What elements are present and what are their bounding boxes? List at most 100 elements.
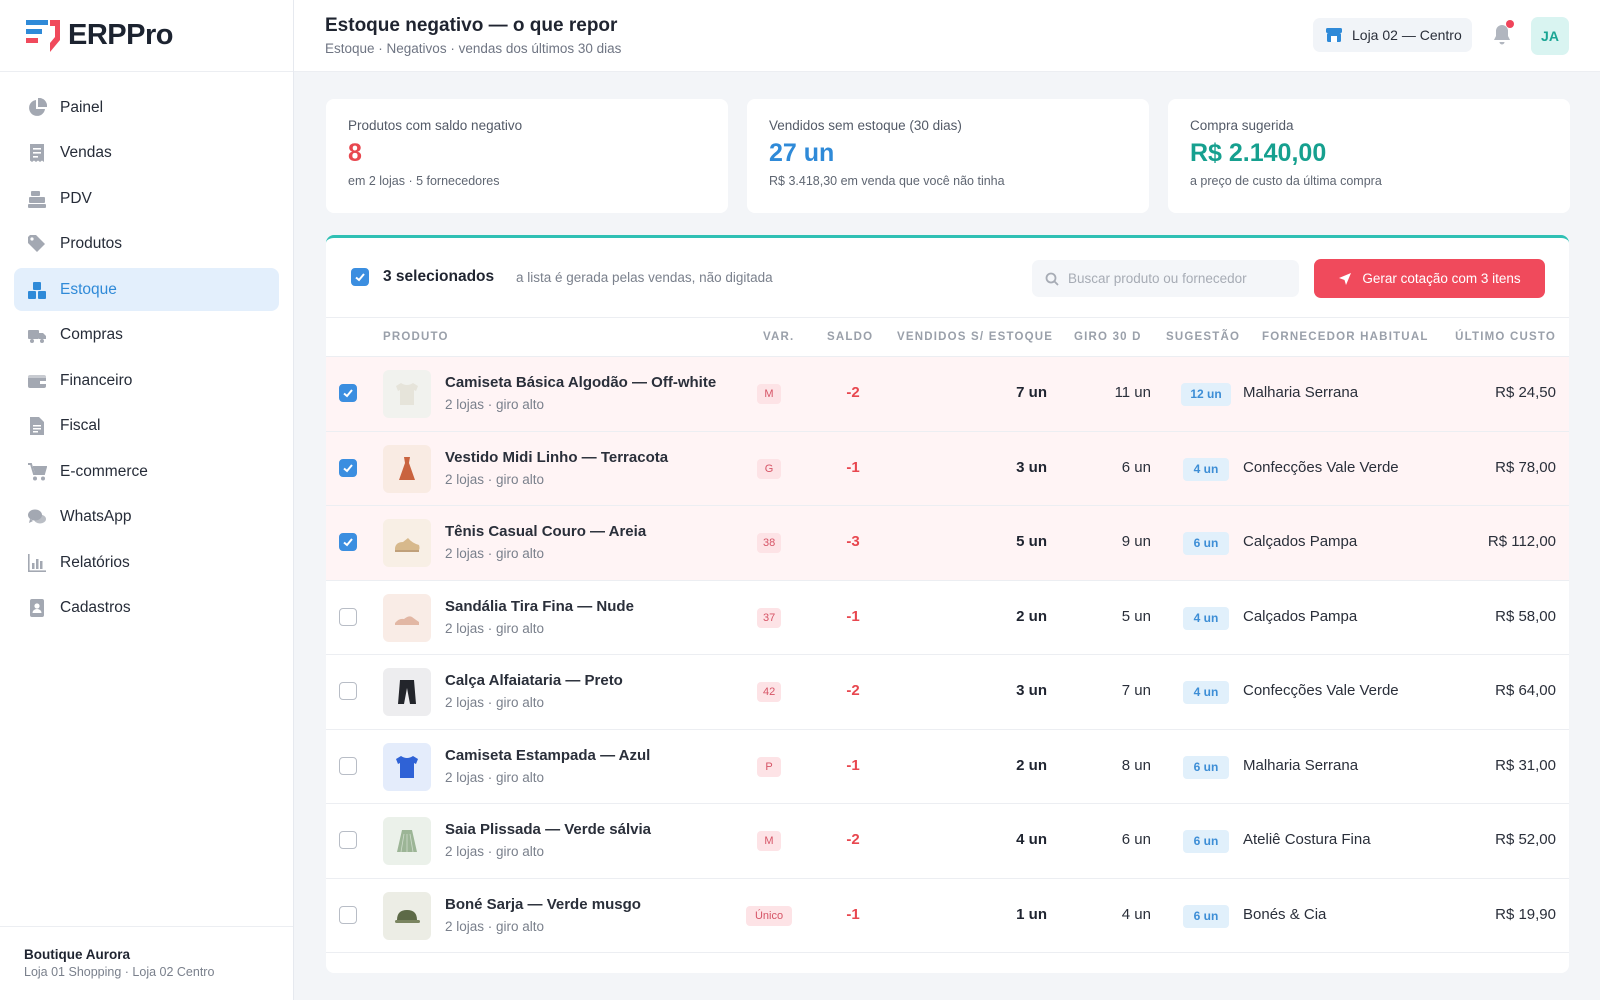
kpi-card-negative-products: Produtos com saldo negativo 8 em 2 lojas… — [326, 99, 728, 213]
col-header-fornecedor[interactable]: FORNECEDOR HABITUAL — [1262, 331, 1429, 343]
saldo-value: -1 — [846, 905, 860, 923]
table-row[interactable]: Vestido Midi Linho — Terracota 2 lojas ·… — [326, 431, 1569, 506]
table-row[interactable]: Tênis Casual Couro — Areia 2 lojas · gir… — [326, 506, 1569, 581]
row-checkbox[interactable] — [339, 607, 357, 626]
supplier-name: Malharia Serrana — [1243, 384, 1359, 401]
product-subtitle: 2 lojas · giro alto — [445, 769, 545, 785]
check-icon — [343, 538, 353, 547]
suggestion-badge[interactable]: 12 un — [1181, 383, 1231, 406]
store-selector[interactable]: Loja 02 — Centro — [1313, 18, 1472, 52]
sidebar-item-financeiro[interactable]: Financeiro — [14, 359, 279, 402]
breadcrumb: Estoque · Negativos · vendas dos últimos… — [325, 41, 622, 56]
last-cost-value: R$ 52,00 — [1495, 831, 1556, 848]
last-cost-value: R$ 78,00 — [1495, 458, 1556, 476]
table-row[interactable]: Boné Sarja — Verde musgo 2 lojas · giro … — [326, 879, 1569, 953]
suggestion-badge[interactable]: 4 un — [1183, 681, 1229, 704]
sandal-icon — [395, 615, 419, 625]
pie-chart-icon — [26, 97, 48, 119]
kpi-subtitle: R$ 3.418,30 em venda que você não tinha — [769, 174, 1005, 188]
product-name[interactable]: Sandália Tira Fina — Nude — [445, 597, 634, 615]
kpi-label: Vendidos sem estoque (30 dias) — [769, 118, 962, 133]
col-header-sugestao[interactable]: SUGESTÃO — [1166, 331, 1241, 343]
logo[interactable]: ERPPro — [0, 0, 293, 72]
product-thumbnail — [383, 370, 431, 418]
suggestion-badge[interactable]: 4 un — [1183, 606, 1229, 630]
product-name[interactable]: Saia Plissada — Verde sálvia — [445, 821, 651, 838]
row-checkbox[interactable] — [339, 682, 357, 700]
suggestion-badge[interactable]: 6 un — [1183, 904, 1229, 928]
product-name[interactable]: Camiseta Básica Algodão — Off-white — [445, 374, 717, 391]
suggestion-badge[interactable]: 4 un — [1183, 457, 1229, 481]
search-box[interactable] — [1032, 260, 1299, 297]
notifications-button[interactable] — [1492, 20, 1514, 46]
product-name[interactable]: Calça Alfaiataria — Preto — [445, 672, 623, 689]
product-subtitle: 2 lojas · giro alto — [445, 918, 545, 934]
vendidos-value: 4 un — [1016, 831, 1047, 848]
col-header-vendidos[interactable]: VENDIDOS S/ ESTOQUE — [897, 331, 1054, 343]
vendidos-value: 1 un — [1016, 905, 1047, 923]
col-header-var[interactable]: VAR. — [763, 331, 795, 343]
col-header-produto[interactable]: PRODUTO — [383, 331, 449, 343]
negative-stock-table-panel: 3 selecionados a lista é gerada pelas ve… — [326, 235, 1569, 973]
sidebar-item-cadastros[interactable]: Cadastros — [14, 587, 279, 630]
suggestion-badge[interactable]: 6 un — [1183, 532, 1229, 555]
kpi-label: Produtos com saldo negativo — [348, 118, 523, 133]
generate-quote-button[interactable]: Gerar cotação com 3 itens — [1314, 259, 1545, 298]
selected-count: 3 selecionados — [383, 268, 495, 285]
col-header-giro[interactable]: GIRO 30 D — [1074, 331, 1142, 343]
sidebar-item-produtos[interactable]: Produtos — [14, 223, 279, 266]
sidebar-item-fiscal[interactable]: Fiscal — [14, 405, 279, 448]
vendidos-value: 5 un — [1016, 533, 1047, 550]
product-name[interactable]: Vestido Midi Linho — Terracota — [445, 448, 669, 466]
sneaker-icon — [395, 538, 420, 552]
row-checkbox[interactable] — [339, 905, 357, 924]
table-row[interactable]: Saia Plissada — Verde sálvia 2 lojas · g… — [326, 804, 1569, 879]
giro-value: 8 un — [1121, 756, 1151, 774]
sidebar-item-relatorios[interactable]: Relatórios — [14, 541, 279, 584]
sidebar-item-whatsapp[interactable]: WhatsApp — [14, 496, 279, 539]
select-all-checkbox[interactable] — [351, 268, 369, 286]
table-row[interactable]: Camiseta Estampada — Azul 2 lojas · giro… — [326, 730, 1569, 804]
cap-icon — [395, 909, 420, 923]
col-header-custo[interactable]: ÚLTIMO CUSTO — [1455, 331, 1556, 343]
giro-value: 6 un — [1121, 831, 1151, 848]
saldo-value: -2 — [846, 831, 860, 848]
table-row[interactable]: Camiseta Básica Algodão — Off-white 2 lo… — [326, 357, 1569, 432]
wallet-icon — [26, 370, 48, 392]
row-checkbox[interactable] — [339, 384, 357, 402]
row-checkbox[interactable] — [339, 458, 357, 477]
row-checkbox[interactable] — [339, 756, 357, 775]
table-row[interactable]: Sandália Tira Fina — Nude 2 lojas · giro… — [326, 581, 1569, 655]
product-name[interactable]: Tênis Casual Couro — Areia — [445, 523, 647, 540]
sidebar-item-compras[interactable]: Compras — [14, 314, 279, 357]
dress-icon — [399, 456, 415, 480]
kpi-card-suggested-purchase: Compra sugerida R$ 2.140,00 a preço de c… — [1168, 99, 1570, 213]
row-checkbox[interactable] — [339, 831, 357, 849]
table-row[interactable]: Calça Alfaiataria — Preto 2 lojas · giro… — [326, 655, 1569, 730]
saldo-value: -2 — [846, 682, 860, 699]
sidebar-item-e-commerce[interactable]: E-commerce — [14, 450, 279, 493]
sidebar-item-label: Painel — [60, 98, 104, 116]
last-cost-value: R$ 19,90 — [1495, 905, 1556, 923]
page-title: Estoque negativo — o que repor — [325, 15, 618, 36]
suggestion-badge[interactable]: 6 un — [1183, 830, 1229, 853]
last-cost-value: R$ 31,00 — [1495, 756, 1556, 774]
sidebar-item-painel[interactable]: Painel — [14, 86, 279, 129]
kpi-subtitle: a preço de custo da última compra — [1190, 174, 1382, 188]
store-footer[interactable]: Boutique Aurora Loja 01 Shopping · Loja … — [0, 926, 293, 1000]
sidebar-item-vendas[interactable]: Vendas — [14, 132, 279, 175]
trousers-icon — [398, 680, 416, 704]
product-name[interactable]: Camiseta Estampada — Azul — [445, 746, 651, 764]
skirt-icon — [397, 830, 417, 853]
avatar[interactable]: JA — [1531, 17, 1569, 55]
search-input[interactable] — [1068, 271, 1288, 286]
suggestion-badge[interactable]: 6 un — [1183, 755, 1229, 779]
col-header-saldo[interactable]: SALDO — [827, 331, 874, 343]
product-name[interactable]: Boné Sarja — Verde musgo — [445, 895, 641, 913]
vendidos-value: 3 un — [1016, 682, 1047, 699]
sidebar-item-estoque[interactable]: Estoque — [14, 268, 279, 311]
chat-icon — [26, 506, 48, 528]
row-checkbox[interactable] — [339, 533, 357, 551]
saldo-value: -1 — [846, 458, 860, 476]
sidebar-item-pdv[interactable]: PDV — [14, 177, 279, 220]
